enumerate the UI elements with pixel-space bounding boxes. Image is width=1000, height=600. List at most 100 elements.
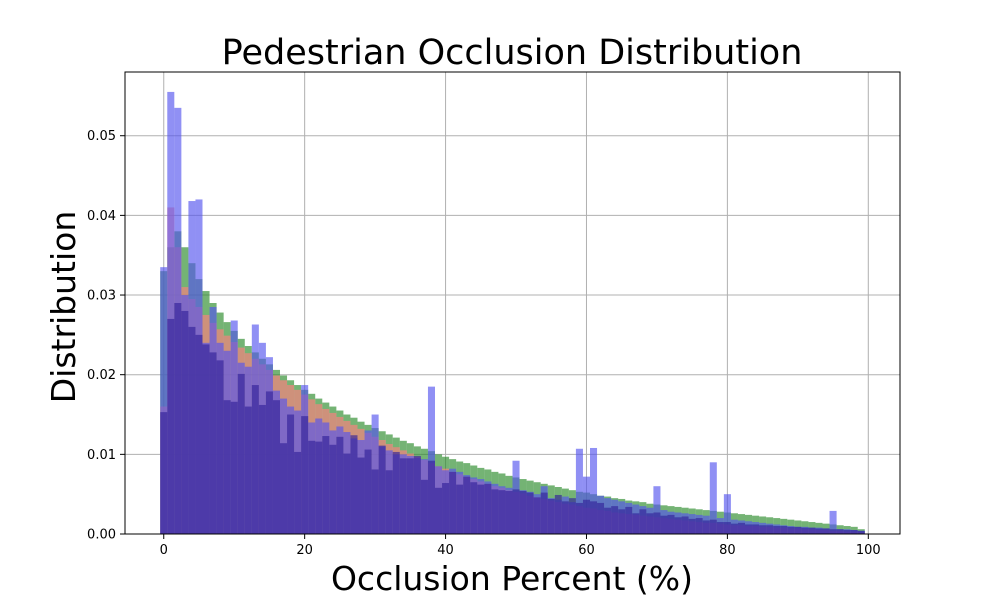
histogram-bar xyxy=(167,318,175,534)
histogram-bar xyxy=(681,516,689,534)
histogram-bar xyxy=(730,523,738,534)
histogram-bar xyxy=(554,494,562,534)
y-axis-ticks: 0.00 0.01 0.02 0.03 0.04 0.05 xyxy=(87,129,125,543)
histogram-bar xyxy=(301,416,309,534)
histogram-bar xyxy=(357,457,365,534)
histogram-bar xyxy=(392,451,400,534)
histogram-bar xyxy=(308,440,316,534)
histogram-bar xyxy=(244,406,252,534)
histogram-bar xyxy=(385,470,393,534)
histogram-bar xyxy=(188,326,196,534)
histogram-bar xyxy=(265,391,273,534)
histogram-bar xyxy=(674,517,682,534)
histogram-bar xyxy=(519,490,527,534)
x-tick-label: 20 xyxy=(296,543,313,558)
x-tick-label: 40 xyxy=(437,543,454,558)
histogram-bar xyxy=(850,530,858,534)
histogram-bar xyxy=(202,344,210,534)
histogram-bar xyxy=(604,507,612,534)
histogram-bar xyxy=(209,352,217,534)
histogram-bar xyxy=(420,479,428,534)
histogram-bar xyxy=(561,501,569,534)
histogram-bar xyxy=(688,518,696,534)
histogram-bar xyxy=(399,458,407,534)
histogram-bar xyxy=(547,498,555,534)
histogram-bar xyxy=(653,486,661,534)
histogram-bar xyxy=(857,530,865,534)
histogram-bar xyxy=(787,526,795,534)
x-tick-label: 100 xyxy=(856,543,881,558)
histogram-bar xyxy=(723,522,731,534)
histogram-bar xyxy=(737,522,745,534)
histogram-bar xyxy=(470,482,478,534)
x-tick-label: 0 xyxy=(160,543,168,558)
plot-frame xyxy=(124,71,901,535)
histogram-bar xyxy=(639,509,647,534)
histogram-bar xyxy=(427,386,435,534)
histogram-bar xyxy=(752,524,760,534)
histogram-bar xyxy=(427,460,435,534)
histogram-bar xyxy=(181,310,189,534)
histogram-bar xyxy=(723,494,731,534)
histogram-bar xyxy=(815,528,823,534)
histogram-bar xyxy=(829,510,837,534)
histogram-bar xyxy=(237,373,245,534)
histogram-bar xyxy=(456,484,464,534)
histogram-bar xyxy=(575,502,583,534)
histogram-bar xyxy=(174,303,182,534)
histogram-bar xyxy=(843,530,851,534)
histogram-bar xyxy=(280,443,288,534)
histogram-bar xyxy=(329,444,337,534)
histogram-bar xyxy=(618,509,626,534)
histogram-bar xyxy=(505,490,513,534)
y-tick-label: 0.02 xyxy=(87,368,116,383)
histogram-bar xyxy=(709,519,717,534)
histogram-bar xyxy=(230,401,238,534)
histogram-bar xyxy=(498,490,506,534)
histogram-bar xyxy=(484,483,492,534)
histogram-bar xyxy=(702,520,710,534)
histogram-bar xyxy=(526,492,534,534)
x-axis-label: Occlusion Percent (%) xyxy=(331,559,693,598)
y-axis-label: Distribution xyxy=(44,211,83,404)
histogram-bar xyxy=(836,529,844,534)
histogram-bar xyxy=(653,512,661,534)
histogram-bar xyxy=(350,435,358,534)
histogram-bar xyxy=(590,501,598,534)
histogram-bar xyxy=(780,526,788,534)
y-tick-label: 0.00 xyxy=(87,528,116,543)
histogram-bar xyxy=(378,445,386,534)
histogram-bar xyxy=(667,514,675,534)
histogram-bar xyxy=(413,455,421,534)
histogram-bar xyxy=(512,489,520,534)
histogram-bar xyxy=(435,487,443,534)
histogram-bar xyxy=(766,525,774,534)
histogram-bar xyxy=(597,502,605,534)
histogram-bar xyxy=(533,497,541,534)
histogram-bar xyxy=(477,484,485,534)
x-tick-label: 60 xyxy=(578,543,595,558)
histogram-bar xyxy=(808,527,816,534)
histogram-bar xyxy=(442,483,450,534)
y-tick-label: 0.05 xyxy=(87,129,116,144)
histogram-bar xyxy=(343,453,351,534)
histogram-bar xyxy=(568,498,576,534)
histogram-bar xyxy=(540,492,548,534)
histogram-bar xyxy=(582,499,590,534)
histogram-bar xyxy=(167,91,175,535)
y-tick-label: 0.03 xyxy=(87,289,116,304)
x-axis-ticks: 0 20 40 60 80 100 xyxy=(160,534,881,558)
histogram-bar xyxy=(773,526,781,534)
histogram-bar xyxy=(709,462,717,534)
histogram-bar xyxy=(822,528,830,534)
histogram-bar xyxy=(829,529,837,534)
histogram-bar xyxy=(611,506,619,534)
histogram-bar xyxy=(449,471,457,534)
histogram-bar xyxy=(625,506,633,534)
histogram-bar xyxy=(272,400,280,534)
histogram-bar xyxy=(759,525,767,534)
x-tick-label: 80 xyxy=(719,543,736,558)
histogram-bars xyxy=(160,91,865,535)
histogram-bar xyxy=(632,513,640,534)
histogram-bar xyxy=(294,451,302,534)
